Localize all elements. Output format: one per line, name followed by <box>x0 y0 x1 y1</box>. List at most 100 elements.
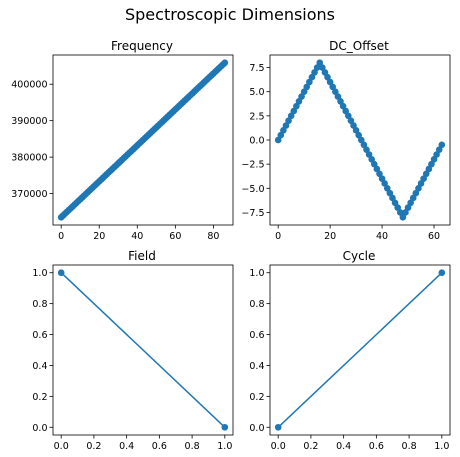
y-tick-label: 0.6 <box>32 330 47 341</box>
data-point <box>358 136 365 144</box>
y-tick-label: −5.0 <box>241 184 264 195</box>
data-point <box>355 131 363 139</box>
data-point <box>280 127 287 134</box>
subplot-title-dc-offset: DC_Offset <box>329 39 389 53</box>
subplot-dc-offset: DC_Offset 0 20 40 60 −7.5 −5.0 −2.5 0.0 2.5 5.0 7.… <box>241 39 451 242</box>
y-tick-label: 0.0 <box>249 423 264 434</box>
data-point <box>295 98 303 105</box>
x-tick-label: 20 <box>93 231 105 242</box>
subplot-title-frequency: Frequency <box>111 39 173 53</box>
y-tick-label: −7.5 <box>241 208 264 219</box>
data-point <box>433 151 440 158</box>
data-point <box>407 199 414 207</box>
data-point <box>298 93 305 100</box>
plot-area-frame <box>269 264 451 436</box>
y-tick-label: 370000 <box>11 189 47 200</box>
x-tick-label: 60 <box>428 231 440 242</box>
data-point <box>438 141 446 149</box>
data-point <box>313 64 321 71</box>
data-point <box>365 151 373 158</box>
data-point <box>389 194 396 202</box>
data-point <box>430 156 438 163</box>
data-point <box>417 180 425 187</box>
x-tick-label: 0 <box>58 231 64 242</box>
data-point <box>316 59 324 67</box>
data-point <box>334 93 342 100</box>
data-point <box>420 175 427 182</box>
y-tick-label: 0.4 <box>32 361 47 372</box>
x-tick-label: 0.0 <box>271 441 286 452</box>
data-point <box>402 209 409 216</box>
y-tick-label: 0.0 <box>32 423 47 434</box>
plot-area-frame <box>52 54 234 226</box>
data-point <box>347 117 355 124</box>
data-point <box>277 131 285 139</box>
subplot-frequency: Frequency 0 20 40 60 80 370000 380000 390000 400… <box>11 39 234 242</box>
data-point <box>352 127 360 134</box>
data-point <box>399 213 407 221</box>
x-tick-label: 1.0 <box>217 441 232 452</box>
x-tick-label: 0.6 <box>369 441 384 452</box>
data-point <box>324 73 331 81</box>
y-tick-label: 390000 <box>11 116 47 127</box>
x-tick-label: 0.8 <box>402 441 417 452</box>
data-point <box>396 209 404 216</box>
x-tick-label: 20 <box>324 231 336 242</box>
data-point <box>438 269 446 277</box>
data-point <box>303 83 311 91</box>
x-tick-label: 60 <box>169 231 181 242</box>
y-tick-label: 0.8 <box>249 299 264 310</box>
data-point <box>383 185 391 192</box>
data-point <box>321 69 329 76</box>
subplot-cycle: Cycle 0.0 0.2 0.4 0.6 0.8 1.0 0.0 0.2 0.4 0.6 0.8 1… <box>249 249 451 452</box>
data-point <box>290 107 298 115</box>
series-line-field <box>60 272 226 428</box>
y-tick-label: 0.4 <box>249 361 264 372</box>
y-tick-label: 1.0 <box>249 268 264 279</box>
y-tick-label: 7.5 <box>249 63 264 74</box>
data-point <box>409 194 417 202</box>
data-point <box>342 107 350 115</box>
x-tick-label: 0.2 <box>303 441 318 452</box>
data-point <box>308 73 316 81</box>
data-point <box>394 204 401 211</box>
data-point <box>282 122 290 129</box>
data-point <box>274 423 282 431</box>
data-point <box>386 189 394 197</box>
x-tick-label: 40 <box>131 231 143 242</box>
data-point <box>300 88 308 95</box>
data-point <box>221 59 229 67</box>
plot-area-frame <box>52 264 234 436</box>
subplot-title-cycle: Cycle <box>343 249 376 263</box>
data-point <box>337 98 344 105</box>
y-tick-label: 0.8 <box>32 299 47 310</box>
data-point <box>425 165 433 173</box>
x-tick-label: 0 <box>275 231 281 242</box>
data-point <box>378 175 386 182</box>
y-tick-label: 380000 <box>11 153 47 164</box>
x-tick-label: 1.0 <box>434 441 449 452</box>
y-tick-label: −2.5 <box>241 160 264 171</box>
x-tick-label: 0.0 <box>54 441 69 452</box>
data-point <box>415 185 422 192</box>
data-point <box>345 112 352 120</box>
data-point <box>319 64 326 71</box>
data-point <box>332 88 339 95</box>
x-tick-label: 0.2 <box>86 441 101 452</box>
y-tick-label: 0.2 <box>249 392 264 403</box>
data-point <box>422 170 430 178</box>
y-tick-label: 0.6 <box>249 330 264 341</box>
x-tick-label: 0.8 <box>185 441 200 452</box>
subplot-title-field: Field <box>128 249 156 263</box>
data-point <box>404 204 412 211</box>
x-tick-label: 0.6 <box>152 441 167 452</box>
data-point <box>285 117 292 124</box>
data-point <box>339 102 347 110</box>
x-tick-label: 0.4 <box>119 441 134 452</box>
data-point <box>381 180 388 187</box>
y-tick-label: 400000 <box>11 80 47 91</box>
data-point <box>373 165 381 173</box>
data-point <box>370 160 378 168</box>
data-point <box>311 69 318 76</box>
